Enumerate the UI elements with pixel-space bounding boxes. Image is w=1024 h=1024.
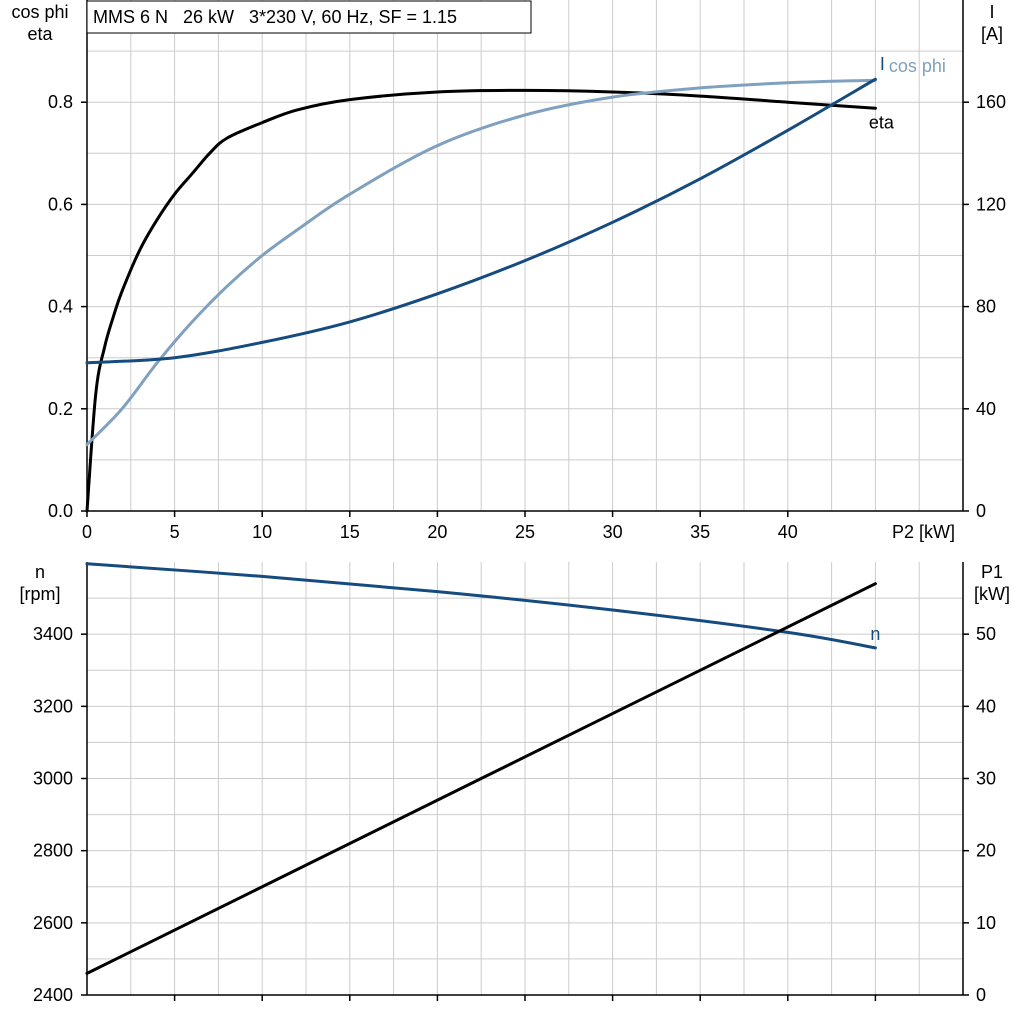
y-right-tick-label: 40 [976,696,996,716]
y-left-tick-label: 0.2 [48,399,73,419]
series-line-cos-phi [85,78,877,447]
y-left-tick-label: 0.0 [48,501,73,521]
x-tick-label: 40 [778,522,798,542]
y-left-axis-title: eta [27,24,53,44]
x-tick-label: 10 [252,522,272,542]
x-axis-label: P2 [kW] [892,522,955,542]
series-label-i: I [880,54,885,74]
series-label-eta: eta [869,112,895,132]
bottom-panel: 24002600280030003200340001020304050n[rpm… [19,562,1010,1005]
y-right-tick-label: 0 [976,985,986,1005]
series-line-p1 [85,582,877,975]
y-right-tick-label: 120 [976,194,1006,214]
y-left-axis-title: [rpm] [19,584,60,604]
x-tick-label: 25 [515,522,535,542]
y-right-tick-label: 50 [976,624,996,644]
y-left-tick-label: 2600 [33,913,73,933]
series-line-n [85,562,877,650]
y-right-tick-label: 80 [976,297,996,317]
series-line-eta [85,88,877,513]
y-right-tick-label: 0 [976,501,986,521]
y-left-axis-title: n [35,562,45,582]
x-tick-label: 30 [603,522,623,542]
title-box-frame [86,0,532,34]
y-right-axis-title: [A] [981,24,1003,44]
y-left-tick-label: 3400 [33,624,73,644]
title-box: MMS 6 N 26 kW 3*230 V, 60 Hz, SF = 1.15 [86,0,532,34]
y-left-tick-label: 0.8 [48,92,73,112]
top-panel: 0.0 0.2 0.4 0.6 0.8 0 40 80 120 160 0 5 10 15 20 25 30 35… [11,0,1006,542]
x-tick-label: 0 [82,522,92,542]
y-left-tick-label: 0.4 [48,297,73,317]
y-left-tick-label: 2400 [33,985,73,1005]
y-right-tick-label: 40 [976,399,996,419]
y-left-tick-label: 0.6 [48,194,73,214]
y-left-axis-title: cos phi [11,2,68,22]
series-label-cos-phi: cos phi [889,56,946,76]
grid [87,0,963,511]
x-tick-label: 20 [427,522,447,542]
chart-title: MMS 6 N 26 kW 3*230 V, 60 Hz, SF = 1.15 [93,7,457,27]
series-line-i [85,77,877,365]
y-right-tick-label: 30 [976,769,996,789]
y-left-tick-label: 3000 [33,769,73,789]
x-tick-label: 5 [170,522,180,542]
y-right-axis-title: P1 [981,562,1003,582]
y-left-tick-label: 2800 [33,841,73,861]
x-tick-label: 35 [690,522,710,542]
series-label-n: n [870,624,880,644]
y-right-tick-label: 20 [976,841,996,861]
y-right-axis-title: I [989,2,994,22]
x-tick-label: 15 [340,522,360,542]
y-right-tick-label: 160 [976,92,1006,112]
grid [87,562,963,995]
y-right-axis-title: [kW] [974,584,1010,604]
y-right-tick-label: 10 [976,913,996,933]
y-left-tick-label: 3200 [33,696,73,716]
